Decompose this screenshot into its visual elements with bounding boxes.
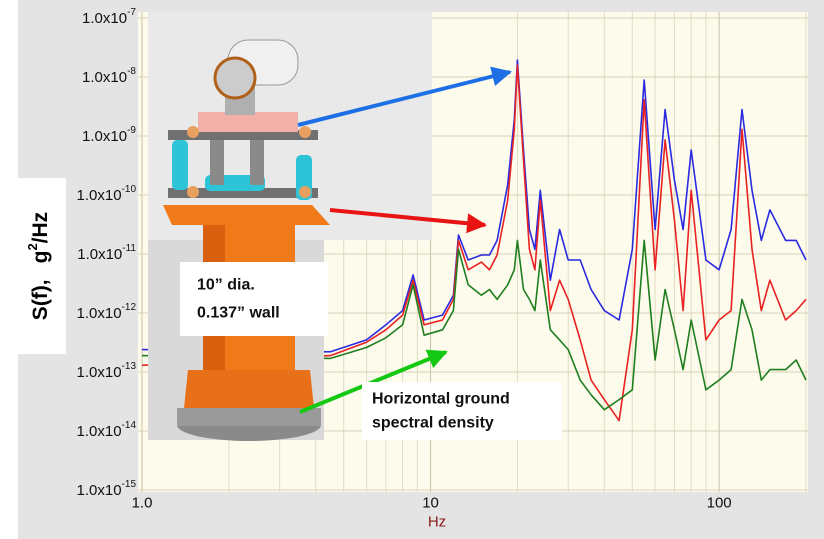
annotation-box [180, 262, 328, 336]
annotation: spectral density [372, 415, 494, 432]
y-tick-exponent: -12 [122, 302, 137, 313]
y-tick-exponent: -9 [127, 125, 136, 136]
y-tick-mantissa: 1.0x10 [77, 482, 122, 499]
y-label-unit: g [29, 251, 52, 264]
y-tick-exponent: -11 [122, 243, 136, 254]
y-tick-exponent: -15 [122, 479, 137, 490]
y-tick-exponent: -13 [122, 361, 137, 372]
annotation: Horizontal ground [372, 391, 510, 408]
y-tick-mantissa: 1.0x10 [82, 69, 127, 86]
x-tick-label: 100 [707, 495, 732, 512]
y-tick-mantissa: 1.0x10 [77, 305, 122, 322]
chart: 1.0101001.0x10-71.0x10-81.0x10-91.0x10-1… [0, 0, 824, 539]
y-tick-mantissa: 1.0x10 [77, 246, 122, 263]
y-tick-exponent: -14 [122, 420, 137, 431]
x-tick-label: 10 [422, 495, 439, 512]
y-tick-mantissa: 1.0x10 [82, 10, 127, 27]
y-tick-exponent: -8 [127, 66, 136, 77]
x-axis-label: Hz [428, 514, 446, 531]
y-tick-mantissa: 1.0x10 [82, 128, 127, 145]
y-label-box [0, 178, 66, 354]
annotation: 0.137” wall [197, 305, 280, 322]
y-tick-mantissa: 1.0x10 [77, 423, 122, 440]
y-tick-exponent: -10 [122, 184, 137, 195]
y-label-exponent: 2 [25, 243, 40, 250]
x-tick-label: 1.0 [132, 495, 153, 512]
y-tick-mantissa: 1.0x10 [77, 187, 122, 204]
y-label-unit-rest: /Hz [29, 212, 52, 244]
annotation: 10” dia. [197, 277, 255, 294]
y-tick-exponent: -7 [127, 7, 136, 18]
y-label-text: S(f), [29, 279, 52, 320]
y-tick-mantissa: 1.0x10 [77, 364, 122, 381]
